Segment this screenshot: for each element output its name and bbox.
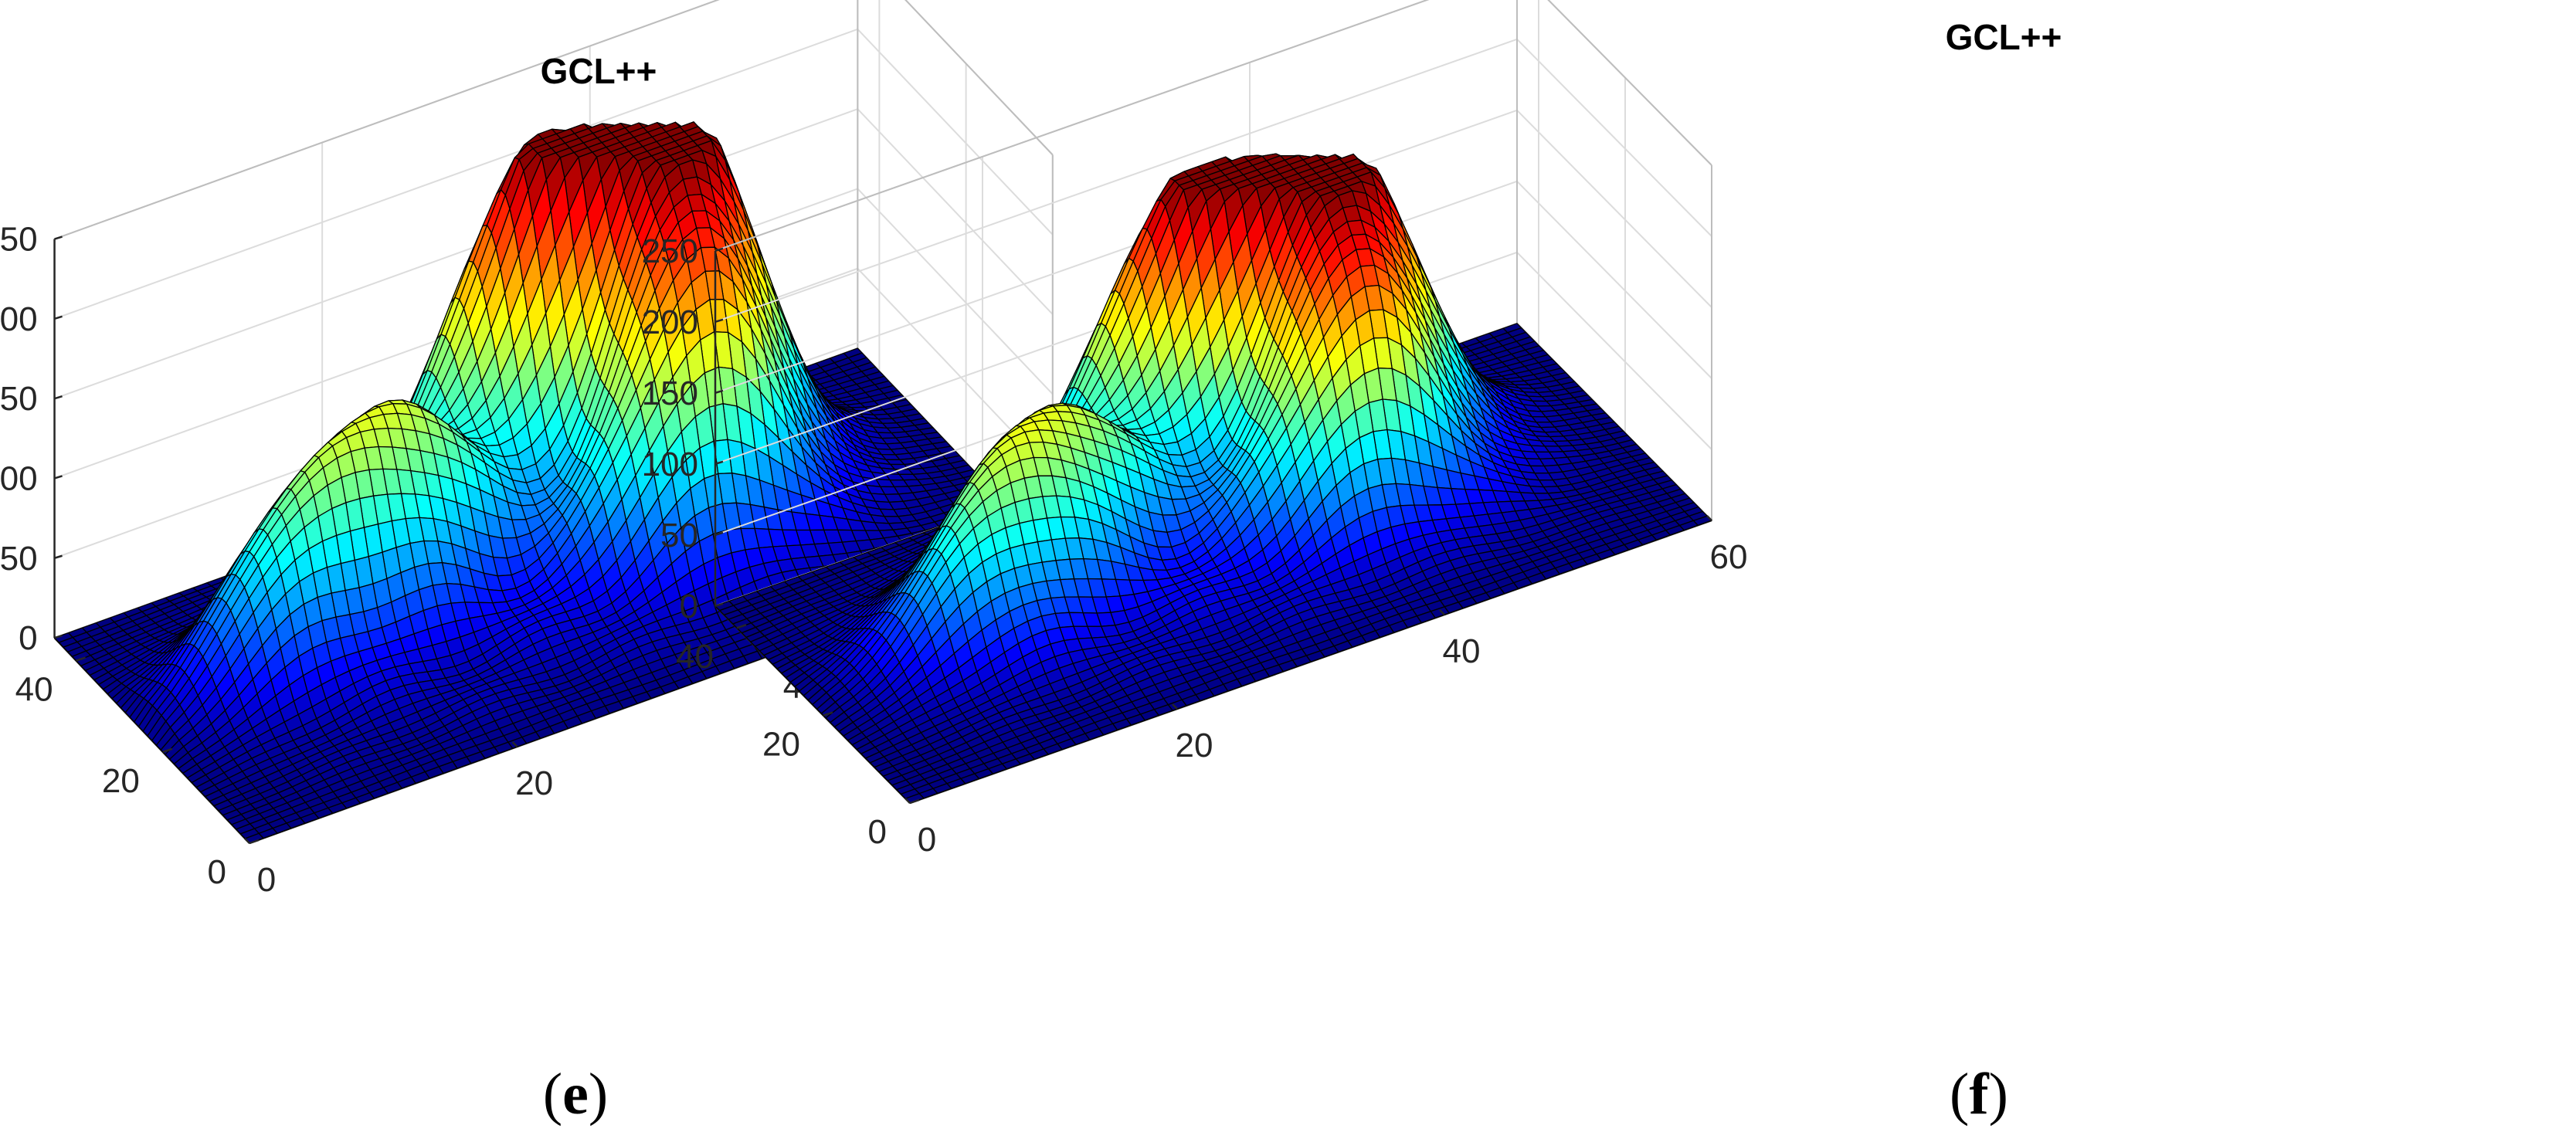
grid-line bbox=[1516, 110, 1712, 308]
y-tick-label: 40 bbox=[15, 671, 53, 709]
z-tick-label: 200 bbox=[0, 300, 38, 338]
z-tick-mark bbox=[54, 315, 63, 320]
z-tick-label: 0 bbox=[19, 619, 37, 657]
grid-line bbox=[857, 188, 1054, 395]
panel-caption-e: (e) bbox=[543, 1062, 608, 1127]
grid-line bbox=[1516, 181, 1712, 379]
plot-title-e: GCL++ bbox=[541, 51, 657, 91]
grid-line bbox=[857, 29, 1054, 236]
z-tick-mark bbox=[54, 554, 63, 559]
y-tick-label: 0 bbox=[208, 853, 226, 891]
box-edge bbox=[54, 0, 720, 240]
box-edge bbox=[904, 0, 1054, 156]
grid-line bbox=[857, 108, 1054, 315]
grid-line bbox=[1516, 39, 1712, 237]
z-tick-mark bbox=[54, 236, 63, 240]
grid-line bbox=[54, 28, 858, 320]
caption-letter-e: e bbox=[562, 1062, 589, 1127]
z-tick-label: 50 bbox=[0, 540, 38, 578]
x-tick-label: 0 bbox=[257, 861, 276, 899]
z-tick-mark bbox=[54, 395, 63, 400]
z-tick-label: 150 bbox=[0, 380, 38, 418]
z-tick-label: 100 bbox=[0, 459, 38, 497]
y-tick-label: 20 bbox=[102, 762, 140, 800]
x-tick-label: 20 bbox=[515, 764, 553, 802]
z-tick-label: 250 bbox=[0, 221, 38, 259]
z-tick-mark bbox=[54, 475, 63, 480]
